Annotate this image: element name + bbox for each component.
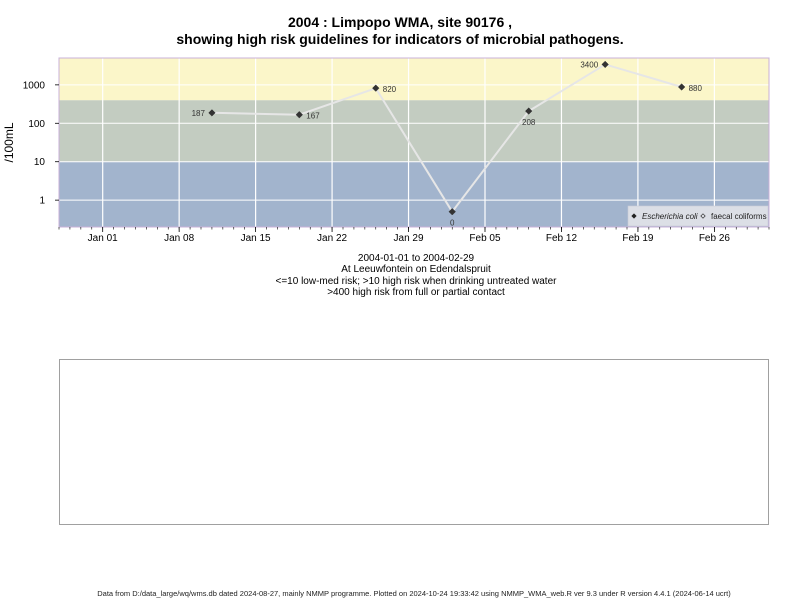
legend-marker-1 bbox=[700, 213, 706, 219]
risk-band-2 bbox=[59, 58, 769, 101]
x-tick-label-8: Feb 26 bbox=[699, 233, 731, 244]
footer-note: Data from D:/data_large/wq/wms.db dated … bbox=[97, 589, 731, 598]
x-tick-label-0: Jan 01 bbox=[88, 233, 118, 244]
x-tick-label-3: Jan 22 bbox=[317, 233, 347, 244]
chart-svg: 1 10 100 1000/100mL Jan 01 Jan 08 Jan 15 Jan 22… bbox=[2, 57, 770, 244]
caption-risk-contact: >400 high risk from full or partial cont… bbox=[327, 287, 505, 298]
data-label-5: 3400 bbox=[580, 60, 598, 69]
legend-box bbox=[627, 205, 769, 227]
data-label-1: 167 bbox=[306, 112, 320, 121]
x-tick-label-4: Jan 29 bbox=[394, 233, 424, 244]
data-label-6: 880 bbox=[689, 84, 703, 93]
y-tick-label-2: 100 bbox=[28, 119, 45, 130]
y-tick-label-1: 10 bbox=[34, 157, 46, 168]
y-tick-label-3: 1000 bbox=[23, 80, 46, 91]
y-tick-label-0: 1 bbox=[39, 196, 45, 207]
caption-date-range: 2004-01-01 to 2004-02-29 bbox=[357, 253, 475, 264]
data-label-3: 0 bbox=[450, 219, 455, 228]
y-axis-label: /100mL bbox=[2, 122, 16, 162]
data-point-2 bbox=[372, 84, 380, 92]
data-point-3 bbox=[448, 208, 456, 216]
data-label-2: 820 bbox=[383, 85, 397, 94]
plot-border bbox=[58, 57, 770, 228]
data-point-5 bbox=[601, 60, 609, 69]
legend-label-1: faecal coliforms bbox=[711, 212, 767, 221]
data-point-4 bbox=[525, 107, 533, 115]
x-tick-label-2: Jan 15 bbox=[241, 233, 271, 244]
risk-band-1 bbox=[59, 100, 769, 162]
caption-risk-drinking: <=10 low-med risk; >10 high risk when dr… bbox=[275, 276, 557, 287]
chart-title-line2: showing high risk guidelines for indicat… bbox=[176, 31, 624, 47]
data-point-1 bbox=[295, 111, 303, 119]
legend-label-0: Escherichia coli bbox=[642, 212, 698, 221]
legend-marker-0 bbox=[631, 213, 637, 219]
data-point-6 bbox=[677, 83, 686, 91]
x-tick-label-5: Feb 05 bbox=[469, 233, 501, 244]
x-tick-label-1: Jan 08 bbox=[164, 233, 194, 244]
caption-location: At Leeuwfontein on Edendalspruit bbox=[341, 264, 491, 275]
data-label-0: 187 bbox=[192, 109, 206, 118]
data-label-4: 208 bbox=[522, 118, 536, 127]
x-tick-label-6: Feb 12 bbox=[546, 233, 578, 244]
x-tick-label-7: Feb 19 bbox=[622, 233, 654, 244]
data-point-0 bbox=[208, 109, 216, 117]
chart-title-line1: 2004 : Limpopo WMA, site 90176 , bbox=[287, 14, 513, 30]
empty-plot-panel bbox=[59, 359, 769, 525]
